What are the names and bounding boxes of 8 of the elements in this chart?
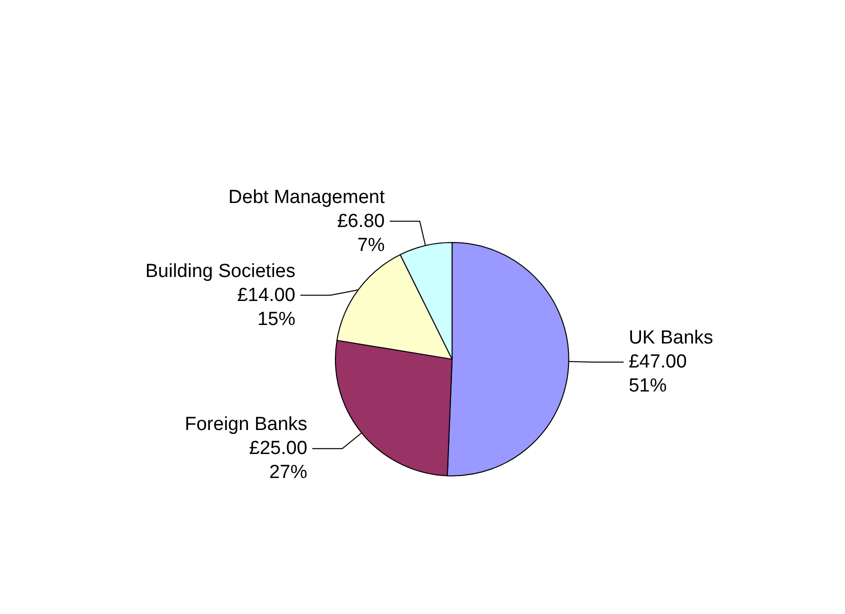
data-label: £47.00 51% [628,352,687,397]
slice-label: UK Banks [628,328,714,349]
slice-label: Debt Management [228,186,386,208]
slice-label: Building Societies [145,260,296,282]
data-label: £6.80 7% [337,210,385,256]
data-label: £14.00 15% [237,284,296,330]
slice-label: Foreign Banks [184,414,308,436]
data-label: £25.00 27% [249,438,308,484]
